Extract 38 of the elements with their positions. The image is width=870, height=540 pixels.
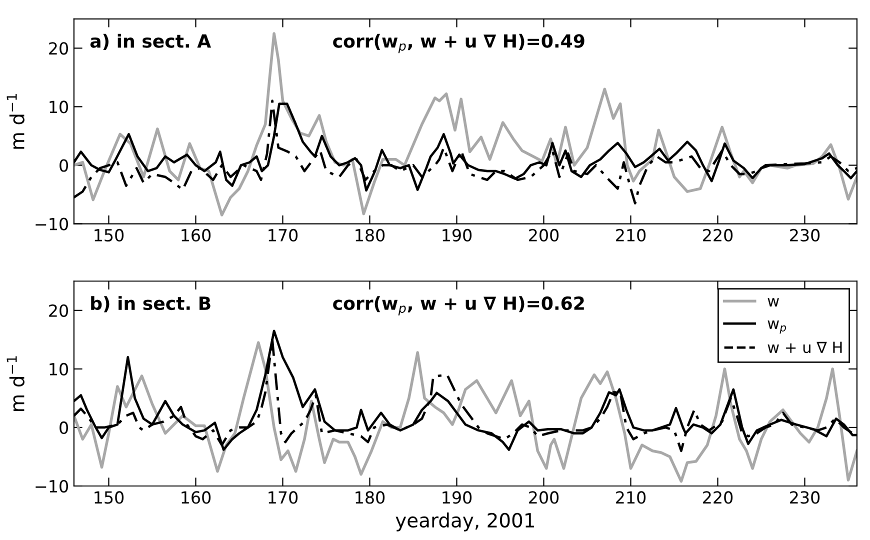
annotation: a) in sect. A [90, 34, 212, 50]
legend-label: w [768, 298, 779, 306]
y-axis-title: m d$^{−1}$ [6, 356, 24, 411]
y-tick-label: 0 [60, 159, 68, 172]
x-tick-label: 220 [703, 491, 733, 504]
x-tick-label: 200 [529, 491, 559, 504]
line-series [74, 341, 857, 483]
x-axis-title: yearday, 2001 [396, 512, 534, 532]
y-tick-label: 20 [49, 304, 68, 317]
x-tick-label: 190 [442, 228, 472, 242]
legend-label: w$_{p}$ [768, 320, 786, 334]
annotation: b) in sect. B [91, 296, 210, 312]
y-tick-label: 10 [50, 100, 68, 114]
x-tick-label: 160 [182, 491, 211, 504]
x-tick-label: 200 [529, 228, 559, 242]
x-tick-label: 210 [616, 228, 646, 242]
annotation: corr(w$_{p}$, w + u ∇ H)=0.49 [333, 34, 584, 54]
y-tick-label: 20 [49, 42, 68, 55]
y-tick-label: −10 [36, 218, 68, 230]
y-tick-label: 0 [60, 421, 68, 434]
x-tick-label: 230 [790, 491, 820, 504]
x-tick-label: 210 [616, 491, 646, 504]
x-tick-label: 160 [182, 228, 211, 242]
x-tick-label: 220 [703, 228, 733, 242]
x-tick-label: 170 [268, 228, 298, 242]
x-tick-label: 190 [442, 491, 472, 504]
x-tick-label: 150 [94, 491, 124, 504]
x-tick-label: 150 [94, 228, 124, 242]
line-series [74, 32, 857, 216]
y-axis-title: m d$^{−1}$ [6, 94, 24, 149]
x-tick-label: 230 [790, 228, 820, 242]
legend-label: w + u ∇ H [768, 342, 842, 354]
x-tick-label: 180 [356, 228, 385, 242]
x-tick-label: 180 [356, 491, 385, 504]
y-tick-label: −10 [36, 480, 68, 493]
y-tick-label: 10 [50, 362, 68, 376]
x-tick-label: 170 [268, 491, 298, 504]
annotation: corr(w$_{p}$, w + u ∇ H)=0.62 [333, 296, 584, 316]
